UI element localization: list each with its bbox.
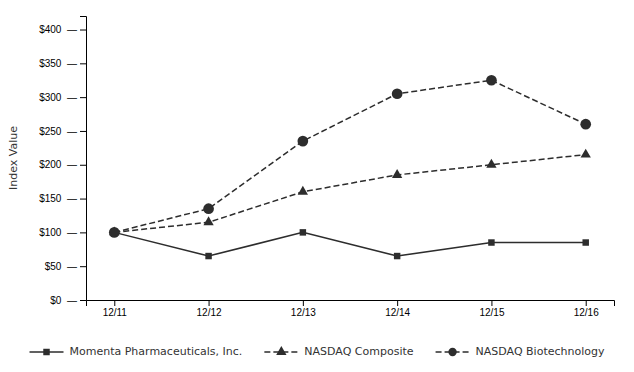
chart: $0 — $50 — $100 — $150 — $200 — $250 — $300 — $… xyxy=(0,0,634,372)
x-tick-label: 12/12 xyxy=(197,307,222,318)
y-axis-title: Index Value xyxy=(7,126,20,190)
x-tick: 12/13 xyxy=(291,300,316,318)
x-tick-mark xyxy=(303,300,304,306)
series-marker xyxy=(392,169,402,178)
series-marker xyxy=(486,159,496,168)
legend-item: NASDAQ Composite xyxy=(264,345,413,358)
y-tick: $250 — xyxy=(39,126,86,137)
series-marker xyxy=(203,203,214,214)
y-axis-line xyxy=(80,17,87,301)
legend-label: NASDAQ Biotechnology xyxy=(476,345,605,358)
x-tick-label: 12/16 xyxy=(574,307,599,318)
y-tick: $150 — xyxy=(39,193,86,204)
legend-marker xyxy=(276,346,286,355)
x-tick: 12/15 xyxy=(479,300,504,318)
series-line xyxy=(114,80,585,232)
y-tick-label: $350 — xyxy=(39,58,77,69)
series-marker xyxy=(300,229,306,235)
series-marker xyxy=(298,136,309,147)
series-marker xyxy=(580,119,591,130)
x-tick-label: 12/11 xyxy=(103,307,128,318)
x-tick: 12/11 xyxy=(103,300,128,318)
x-tick-label: 12/14 xyxy=(385,307,410,318)
y-tick: $400 — xyxy=(39,24,86,35)
y-tick-label: $0 — xyxy=(50,295,77,306)
y-tick: $300 — xyxy=(39,92,86,103)
series-group xyxy=(109,75,591,259)
y-tick-mark xyxy=(80,232,86,233)
x-tick: 12/14 xyxy=(385,300,410,318)
x-tick-label: 12/13 xyxy=(291,307,316,318)
legend: Momenta Pharmaceuticals, Inc. NASDAQ Comp… xyxy=(30,345,605,358)
y-tick-mark xyxy=(80,30,86,31)
y-tick-mark xyxy=(80,165,86,166)
x-tick-mark xyxy=(397,300,398,306)
series-marker xyxy=(581,149,591,158)
y-tick: $100 — xyxy=(39,227,86,238)
y-tick-label: $300 — xyxy=(39,92,77,103)
legend-label: Momenta Pharmaceuticals, Inc. xyxy=(70,345,243,358)
legend-item: Momenta Pharmaceuticals, Inc. xyxy=(30,345,243,358)
legend-label: NASDAQ Composite xyxy=(304,345,413,358)
x-tick-mark xyxy=(114,300,115,306)
series-marker xyxy=(486,75,497,86)
y-tick-mark xyxy=(80,131,86,132)
y-tick-label: $50 — xyxy=(45,261,77,272)
series-marker xyxy=(205,253,211,259)
y-tick-label: $250 — xyxy=(39,126,77,137)
series-marker xyxy=(109,227,120,238)
y-tick-label: $200 — xyxy=(39,159,77,170)
x-tick-label: 12/15 xyxy=(479,307,504,318)
y-axis: $0 — $50 — $100 — $150 — $200 — $250 — $300 — $… xyxy=(39,17,86,306)
y-tick-mark xyxy=(80,300,86,301)
x-axis-line xyxy=(87,301,615,307)
series-line xyxy=(114,232,585,256)
series-line xyxy=(114,155,585,233)
y-tick: $50 — xyxy=(45,261,86,272)
series-marker xyxy=(394,253,400,259)
y-tick-label: $400 — xyxy=(39,24,77,35)
y-tick-label: $100 — xyxy=(39,227,77,238)
series-marker xyxy=(582,239,588,245)
legend-marker xyxy=(448,348,456,356)
y-tick-label: $150 — xyxy=(39,193,77,204)
series-marker xyxy=(203,216,213,225)
x-tick-mark xyxy=(491,300,492,306)
y-tick: $200 — xyxy=(39,159,86,170)
y-tick-mark xyxy=(80,199,86,200)
x-tick-mark xyxy=(586,300,587,306)
y-tick-mark xyxy=(80,266,86,267)
plot-area: $0 — $50 — $100 — $150 — $200 — $250 — $300 — $… xyxy=(39,17,614,319)
legend-item: NASDAQ Biotechnology xyxy=(436,345,605,358)
x-tick: 12/16 xyxy=(574,300,599,318)
x-axis: 12/11 12/12 12/13 12/14 12/15 12/16 xyxy=(87,300,615,318)
y-tick-mark xyxy=(80,63,86,64)
series-marker xyxy=(392,88,403,99)
x-tick-mark xyxy=(209,300,210,306)
series-marker xyxy=(488,239,494,245)
y-tick: $350 — xyxy=(39,58,86,69)
y-tick-mark xyxy=(80,97,86,98)
y-tick: $0 — xyxy=(50,295,86,306)
x-tick: 12/12 xyxy=(197,300,222,318)
legend-marker xyxy=(43,349,49,355)
series-marker xyxy=(298,186,308,195)
